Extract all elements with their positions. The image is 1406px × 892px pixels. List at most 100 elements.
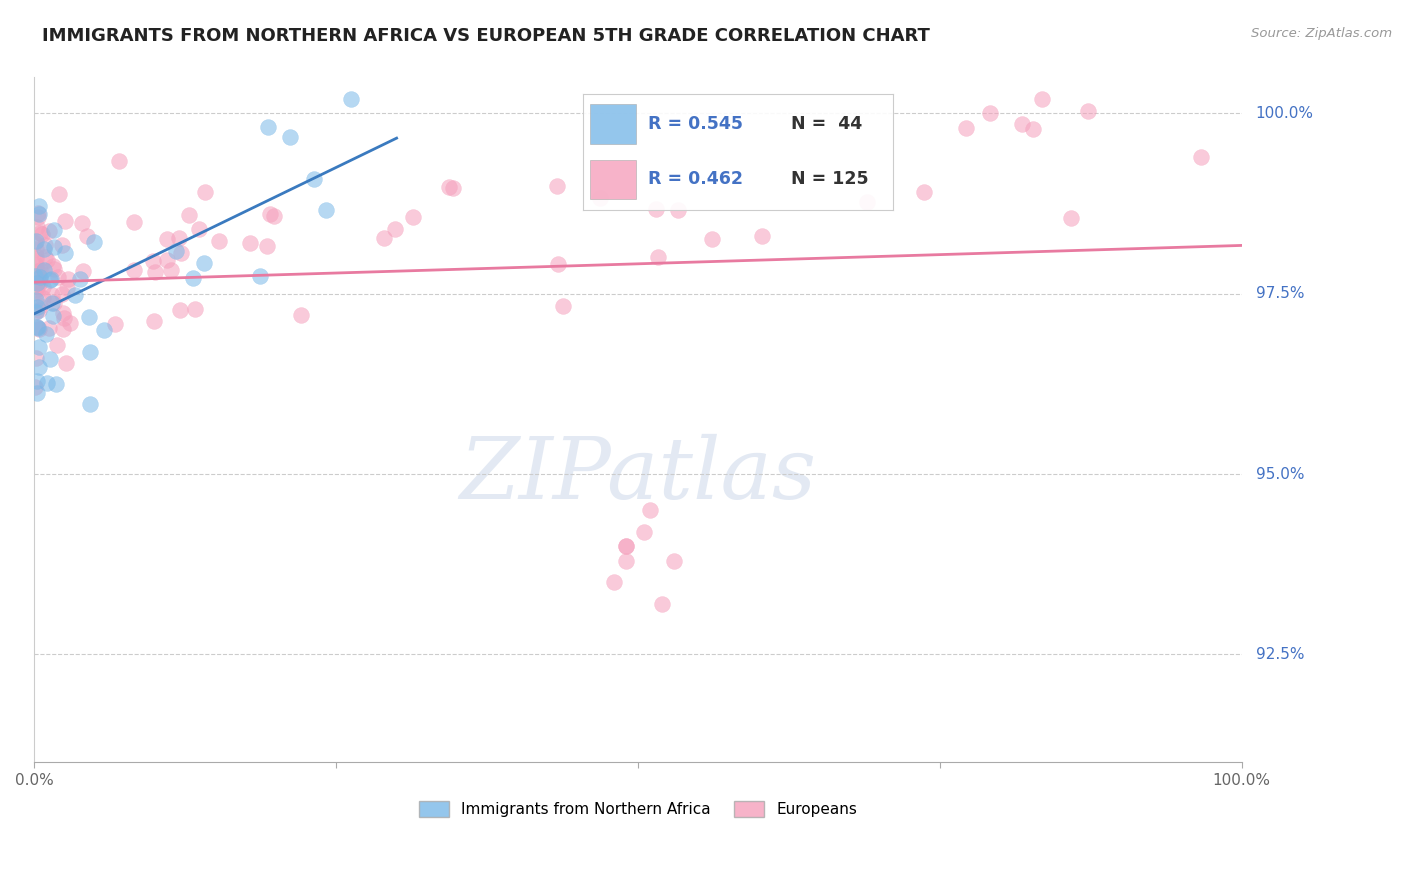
- Point: [28, 299, 51, 313]
- Point: [32, 242, 55, 256]
- Point: [32, 292, 55, 306]
- Point: [24, 305, 46, 319]
- Point: [24, 268, 46, 283]
- Text: 100.0%: 100.0%: [1256, 106, 1313, 121]
- Point: [256, 120, 278, 134]
- Point: [27, 206, 49, 220]
- Point: [72, 264, 94, 278]
- Point: [83, 235, 105, 249]
- Point: [28, 360, 51, 375]
- Point: [315, 203, 337, 218]
- FancyBboxPatch shape: [589, 104, 636, 144]
- Point: [856, 195, 879, 210]
- Point: [28, 302, 51, 317]
- Point: [955, 120, 977, 135]
- Point: [25, 285, 48, 299]
- Point: [25, 293, 48, 307]
- Point: [22, 268, 45, 282]
- Point: [25, 351, 48, 365]
- Point: [165, 244, 187, 259]
- Point: [46, 270, 69, 285]
- Text: R = 0.545: R = 0.545: [648, 115, 744, 133]
- Point: [25, 279, 48, 293]
- Point: [41, 272, 63, 286]
- Legend: Immigrants from Northern Africa, Europeans: Immigrants from Northern Africa, Europea…: [412, 795, 863, 823]
- Point: [28, 199, 51, 213]
- Point: [42, 262, 65, 277]
- Point: [39, 273, 62, 287]
- Point: [979, 105, 1001, 120]
- Point: [184, 301, 207, 316]
- Point: [34, 237, 56, 252]
- Text: N =  44: N = 44: [790, 115, 862, 133]
- Point: [52, 322, 75, 336]
- Point: [156, 252, 179, 267]
- Point: [25, 242, 48, 256]
- Point: [169, 231, 191, 245]
- Point: [249, 268, 271, 283]
- Point: [207, 234, 229, 248]
- Point: [651, 597, 673, 611]
- Point: [1021, 121, 1043, 136]
- Point: [181, 270, 204, 285]
- Point: [48, 187, 70, 202]
- Point: [58, 272, 80, 286]
- Point: [53, 245, 76, 260]
- Point: [45, 376, 67, 391]
- Point: [25, 283, 48, 297]
- Point: [38, 320, 60, 334]
- Point: [156, 232, 179, 246]
- Point: [41, 288, 63, 302]
- Point: [24, 304, 46, 318]
- Point: [1077, 103, 1099, 118]
- Point: [52, 306, 75, 320]
- Text: 95.0%: 95.0%: [1256, 467, 1305, 482]
- Point: [27, 278, 49, 293]
- Point: [143, 265, 166, 279]
- Point: [28, 263, 51, 277]
- Point: [239, 235, 262, 250]
- Point: [24, 235, 46, 250]
- Point: [31, 280, 53, 294]
- Point: [27, 268, 49, 282]
- Point: [25, 277, 48, 291]
- Point: [24, 248, 46, 262]
- Point: [104, 317, 127, 331]
- Point: [44, 295, 66, 310]
- Point: [278, 129, 301, 144]
- Point: [51, 287, 73, 301]
- Point: [53, 310, 76, 325]
- Point: [603, 575, 626, 590]
- Text: IMMIGRANTS FROM NORTHERN AFRICA VS EUROPEAN 5TH GRADE CORRELATION CHART: IMMIGRANTS FROM NORTHERN AFRICA VS EUROP…: [42, 27, 929, 45]
- Point: [644, 202, 666, 216]
- Point: [177, 208, 200, 222]
- Point: [41, 296, 63, 310]
- Point: [302, 171, 325, 186]
- Point: [42, 240, 65, 254]
- Point: [142, 254, 165, 268]
- Text: 92.5%: 92.5%: [1256, 647, 1305, 662]
- Point: [27, 263, 49, 277]
- Point: [160, 263, 183, 277]
- Point: [666, 203, 689, 218]
- Point: [27, 386, 49, 401]
- Point: [256, 239, 278, 253]
- Point: [25, 320, 48, 334]
- Point: [638, 503, 661, 517]
- Point: [614, 539, 637, 553]
- Text: ZIPatlas: ZIPatlas: [460, 434, 817, 516]
- Point: [55, 356, 77, 370]
- Point: [751, 228, 773, 243]
- Point: [35, 327, 58, 342]
- Point: [108, 153, 131, 168]
- Point: [25, 319, 48, 334]
- Point: [27, 321, 49, 335]
- Point: [437, 180, 460, 194]
- Point: [664, 553, 686, 567]
- Point: [79, 345, 101, 359]
- Point: [35, 252, 58, 267]
- Point: [912, 186, 935, 200]
- Point: [25, 234, 48, 248]
- Point: [373, 230, 395, 244]
- Point: [70, 215, 93, 229]
